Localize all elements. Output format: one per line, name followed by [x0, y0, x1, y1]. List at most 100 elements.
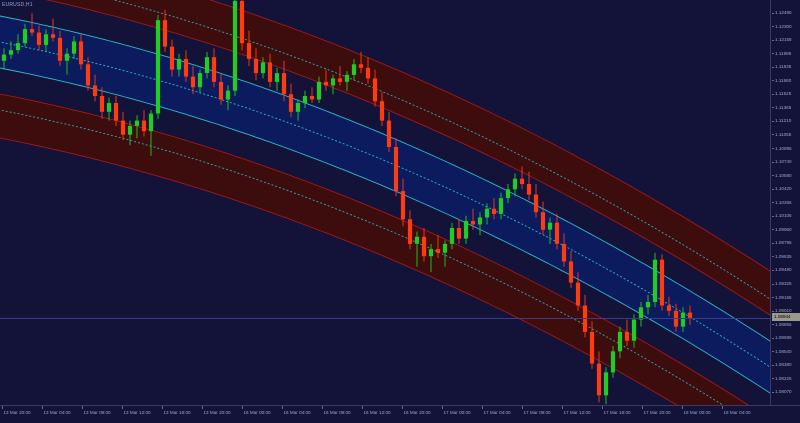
candle-body — [582, 305, 588, 332]
candle-body — [428, 249, 434, 257]
candle-body — [190, 76, 196, 88]
price-tick-label: 1.09165 — [775, 294, 792, 300]
candle-body — [519, 178, 525, 184]
candle-body — [449, 228, 455, 244]
candle-body — [358, 64, 364, 68]
candle-body — [260, 62, 266, 74]
candle-body — [603, 372, 609, 396]
candle-body — [638, 307, 644, 320]
price-axis[interactable]: 1.12485 1.12300 1.12158 1.11995 1.11835 1.116… — [770, 0, 800, 405]
candle-body — [246, 43, 252, 59]
price-tick: 1.09325 — [771, 280, 800, 288]
candle-body — [106, 103, 112, 112]
candle-body — [232, 0, 238, 91]
price-tick-label: 1.10420 — [775, 186, 792, 192]
candle-body — [631, 319, 637, 341]
candle-body — [463, 221, 469, 239]
candle-body — [512, 178, 518, 190]
candle-body — [120, 120, 126, 135]
candle-body — [183, 59, 189, 77]
price-tick-label: 1.08695 — [775, 335, 792, 341]
candle-body — [407, 219, 413, 244]
candle-body — [617, 331, 623, 352]
candle-body — [414, 236, 420, 244]
price-tick-label: 1.11210 — [775, 118, 792, 124]
candle-body — [148, 113, 154, 132]
price-tick: 1.12485 — [771, 9, 800, 17]
candle-body — [491, 208, 497, 214]
regression-channel-upper — [0, 15, 770, 342]
candle-body — [71, 41, 77, 54]
candle-body — [155, 20, 161, 114]
price-tick: 1.10895 — [771, 145, 800, 153]
price-tick: 1.11995 — [771, 50, 800, 58]
candle-body — [505, 189, 511, 199]
candle-body — [645, 302, 651, 308]
price-tick-label: 1.11680 — [775, 77, 792, 83]
time-tick-label: 17 Mar 04:00 — [483, 410, 511, 415]
price-tick: 1.08855 — [771, 321, 800, 329]
time-tick-label: 13 Mar 16:00 — [163, 410, 191, 415]
price-tick: 1.10105 — [771, 212, 800, 220]
candle-body — [281, 73, 287, 95]
price-tick-label: 1.08380 — [775, 362, 792, 368]
candle-body — [253, 59, 259, 74]
price-tick-label: 1.09480 — [775, 267, 792, 273]
candle-body — [456, 228, 462, 239]
time-tick-label: 16 Mar 12:00 — [363, 410, 391, 415]
candle-body — [372, 78, 378, 102]
price-tick: 1.12300 — [771, 23, 800, 31]
price-tick: 1.09010 — [771, 307, 800, 315]
symbol-label: EURUSD,H1 — [2, 2, 33, 8]
candle-body — [533, 194, 539, 213]
price-tick-label: 1.11365 — [775, 104, 792, 110]
time-axis[interactable]: 13 Mar 20:00 13 Mar 04:00 13 Mar 08:00 13 M… — [0, 405, 800, 423]
candle-body — [652, 259, 658, 302]
price-tick-label: 1.11525 — [775, 91, 792, 97]
candle-body — [330, 78, 336, 86]
time-tick-label: 13 Mar 08:00 — [83, 410, 111, 415]
time-tick-label: 18 Mar 00:00 — [683, 410, 711, 415]
time-tick-label: 17 Mar 20:00 — [643, 410, 671, 415]
candle-body — [554, 222, 560, 244]
price-tick: 1.11055 — [771, 131, 800, 139]
time-tick-label: 13 Mar 20:00 — [3, 410, 31, 415]
candle-body — [568, 261, 574, 283]
candle-body — [610, 351, 616, 373]
candle-body — [1, 54, 7, 61]
time-tick-label: 13 Mar 12:00 — [123, 410, 151, 415]
price-tick-label: 1.09325 — [775, 281, 792, 286]
regression-channel-outer-lower — [0, 109, 724, 405]
price-tick: 1.08540 — [771, 348, 800, 356]
current-price-value: 1.08944 — [774, 314, 791, 320]
price-tick: 1.08225 — [771, 375, 800, 383]
regression-channel-mid — [0, 41, 770, 368]
chart-plot-area[interactable]: EURUSD,H1 — [0, 0, 770, 405]
candle-body — [323, 81, 329, 86]
price-tick-label: 1.10105 — [775, 213, 792, 219]
price-tick: 1.12158 — [771, 36, 800, 44]
candle-body — [50, 34, 56, 38]
candle-body — [547, 222, 553, 230]
candle-body — [379, 101, 385, 121]
candle-body — [295, 103, 301, 112]
price-tick: 1.09165 — [771, 294, 800, 302]
price-tick: 1.10420 — [771, 185, 800, 193]
price-tick-label: 1.11995 — [775, 50, 792, 56]
candle-body — [673, 310, 679, 327]
price-tick: 1.08380 — [771, 361, 800, 369]
candle-body — [386, 120, 392, 147]
candle-body — [134, 120, 140, 126]
candle-body — [337, 78, 343, 82]
price-tick-label: 1.11055 — [775, 131, 792, 137]
chart-canvas — [0, 0, 770, 405]
inner-channel-fill — [0, 16, 770, 393]
candle-body — [57, 37, 63, 61]
candle-body — [351, 64, 357, 75]
candle-body — [400, 191, 406, 220]
candle-body — [526, 184, 532, 195]
candle-body — [344, 74, 350, 82]
candle-body — [15, 43, 21, 51]
lower-deviation-band — [0, 93, 749, 405]
